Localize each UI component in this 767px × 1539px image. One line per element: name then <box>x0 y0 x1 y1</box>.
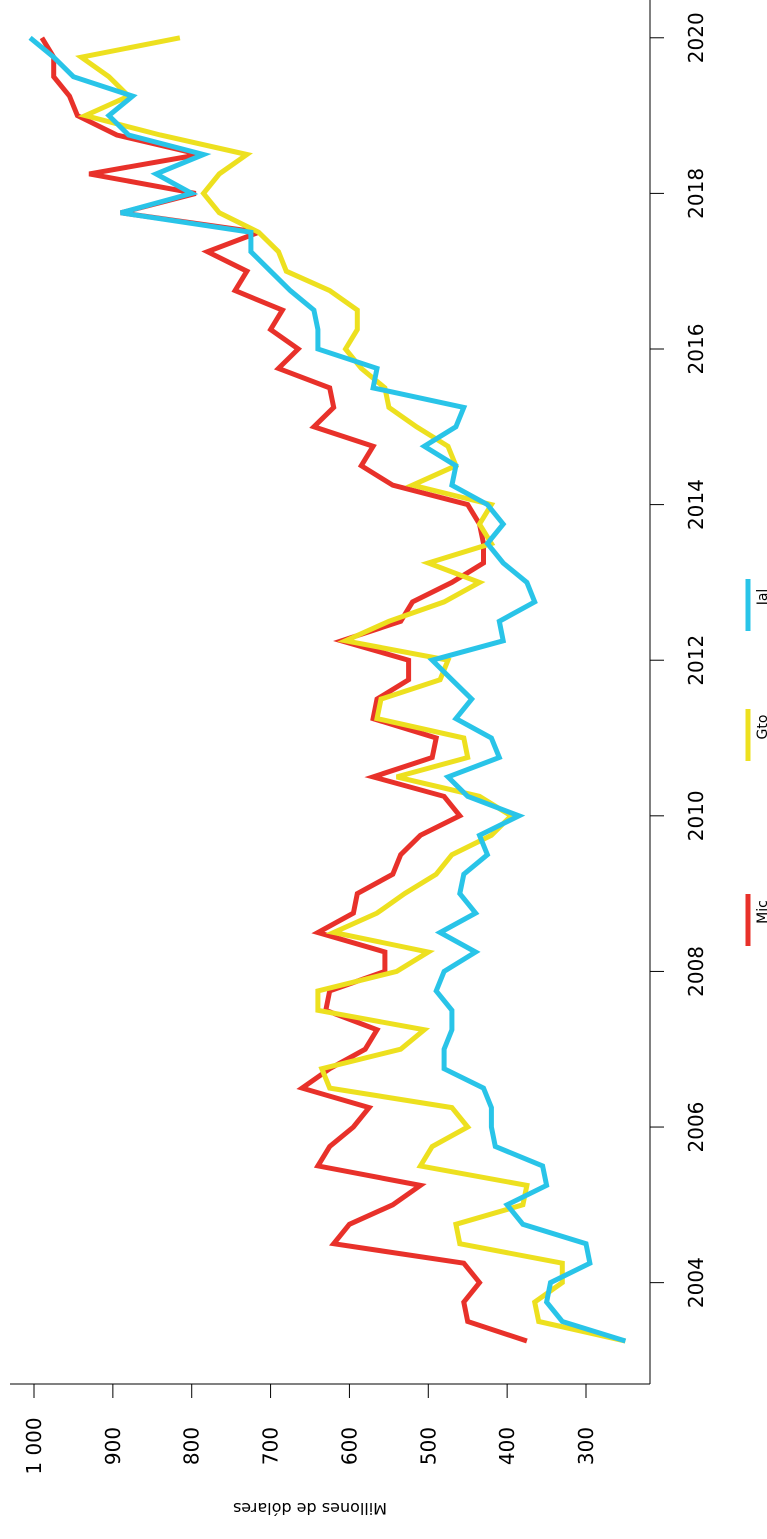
series-line-mic <box>39 36 528 1344</box>
date-tick-label: 2006 <box>684 1102 708 1153</box>
date-tick-label: 2018 <box>684 168 708 219</box>
series-line-gto <box>75 35 626 1344</box>
value-tick-label: 800 <box>180 1427 204 1465</box>
date-tick-label: 2010 <box>684 790 708 841</box>
series-line-jal <box>28 35 627 1344</box>
value-tick-label: 400 <box>495 1427 519 1465</box>
value-tick-label: 700 <box>259 1427 283 1465</box>
value-tick-label: 900 <box>101 1427 125 1465</box>
y-axis-title: Millones de dólares <box>233 1499 387 1518</box>
date-tick-label: 2004 <box>684 1257 708 1308</box>
axes <box>10 0 651 1385</box>
y-axis-ticks: 300 400 500 600 700 800 900 1 000 <box>22 1384 598 1475</box>
legend: Mic Gto Jal <box>745 579 767 946</box>
date-tick-label: 2016 <box>684 324 708 375</box>
date-tick-label: 2008 <box>684 946 708 997</box>
date-tick-label: 2012 <box>684 635 708 686</box>
value-tick-label: 300 <box>574 1427 598 1465</box>
legend-label-gto: Gto <box>755 715 767 740</box>
series-lines <box>28 35 627 1344</box>
legend-label-mic: Mic <box>755 900 767 924</box>
date-tick-label: 2020 <box>684 12 708 63</box>
legend-label-jal: Jal <box>755 589 767 607</box>
date-tick-label: 2014 <box>684 479 708 530</box>
value-tick-label: 500 <box>416 1427 440 1465</box>
value-tick-label: 1 000 <box>22 1417 46 1474</box>
value-tick-label: 600 <box>337 1427 361 1465</box>
x-axis-ticks: 2004 2006 2008 2010 2012 2014 2016 2018 2020 <box>650 12 708 1308</box>
